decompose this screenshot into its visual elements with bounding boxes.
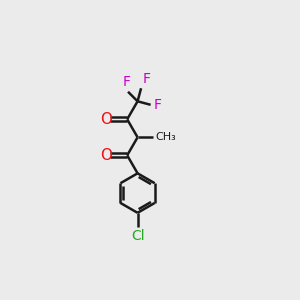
Text: O: O xyxy=(100,112,112,127)
Text: F: F xyxy=(143,72,151,86)
Text: O: O xyxy=(100,148,112,163)
Text: F: F xyxy=(123,75,131,89)
Text: F: F xyxy=(153,98,161,112)
Text: CH₃: CH₃ xyxy=(155,132,176,142)
Text: Cl: Cl xyxy=(131,229,144,243)
